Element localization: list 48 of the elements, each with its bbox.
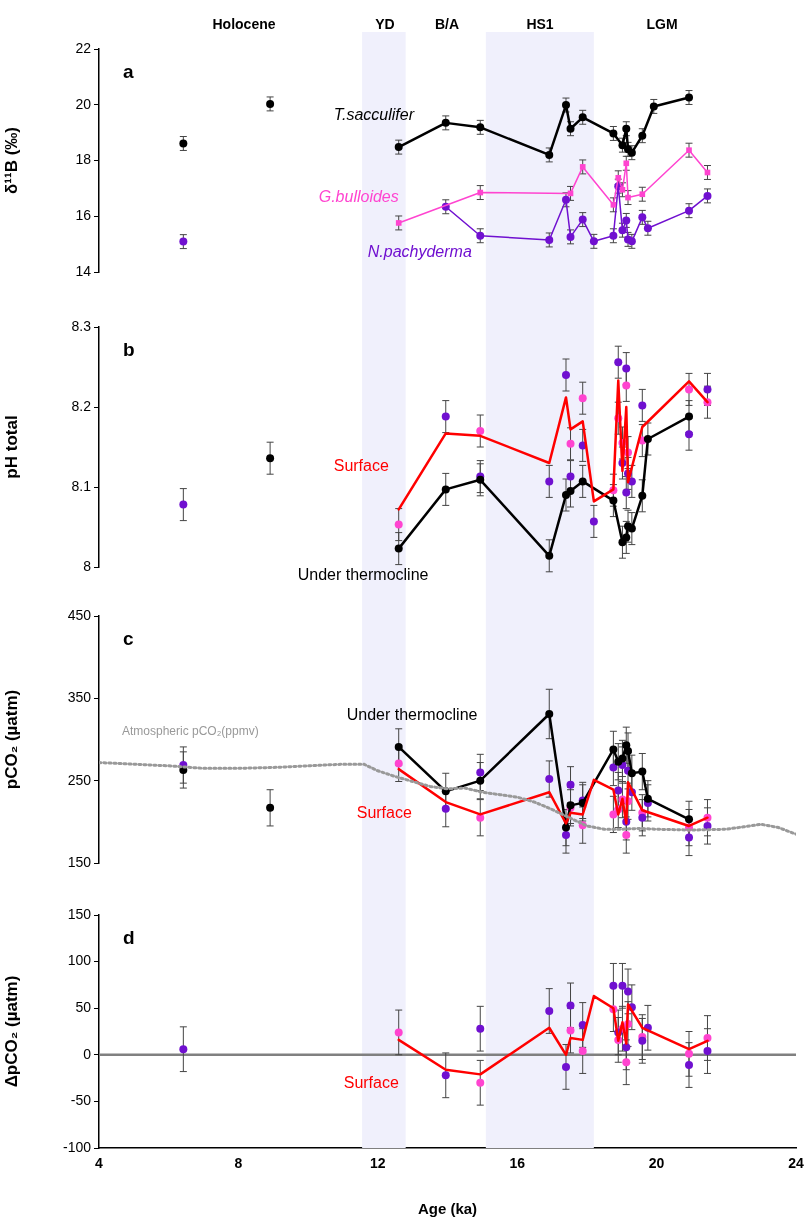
y-tick-label: 0: [83, 1045, 92, 1062]
y-tick-label: 20: [75, 95, 92, 112]
x-tick-label: 20: [648, 1155, 665, 1172]
y-tick-label: 16: [75, 207, 92, 224]
text: YD: [375, 15, 395, 32]
y-tick-label: -50: [70, 1092, 92, 1109]
y-axis-title: pCO₂ (µatm): [1, 689, 21, 790]
series-label: Surface: [333, 456, 389, 474]
y-tick-label: 14: [75, 262, 92, 279]
y-tick-label: -100: [62, 1138, 92, 1155]
series-label: Surface: [343, 1074, 399, 1092]
x-tick-label: 8: [234, 1155, 243, 1172]
y-tick-label: 250: [67, 771, 92, 788]
y-axis-title: ΔpCO₂ (µatm): [1, 975, 21, 1088]
y-tick-label: 150: [67, 905, 92, 922]
y-tick-label: 22: [75, 39, 92, 56]
y-tick-label: 350: [67, 689, 92, 706]
series-label: Under thermocline: [346, 706, 478, 724]
series-label: G.bulloides: [318, 188, 399, 206]
x-axis-title: Age (ka): [417, 1200, 478, 1218]
series-label: Under thermocline: [297, 566, 429, 584]
text: c: [123, 628, 134, 650]
x-tick-label: 4: [95, 1155, 104, 1172]
series-label: T.sacculifer: [333, 105, 415, 123]
x-tick-label: 16: [509, 1155, 526, 1172]
y-tick-label: 18: [75, 151, 92, 168]
y-tick-label: 150: [67, 853, 92, 870]
y-tick-label: 8.2: [71, 397, 92, 414]
x-tick-label: 12: [370, 1155, 386, 1172]
y-tick-label: 8.3: [71, 317, 92, 334]
text: HS1: [526, 15, 554, 32]
series-label: Surface: [356, 803, 412, 821]
text: a: [123, 61, 134, 83]
x-tick-label: 24: [788, 1155, 804, 1172]
y-tick-label: 8.1: [71, 477, 92, 494]
text: d: [123, 927, 135, 949]
text: LGM: [646, 15, 678, 32]
text: Holocene: [212, 15, 276, 32]
series-label: N.pachyderma: [367, 243, 472, 261]
text: b: [123, 339, 135, 361]
y-axis-title: pH total: [1, 415, 21, 479]
y-tick-label: 450: [67, 606, 92, 623]
y-tick-label: 8: [83, 557, 92, 574]
text: B/A: [434, 15, 460, 32]
text: Atmospheric pCO₂(ppmv): [122, 723, 259, 738]
y-tick-label: 50: [75, 999, 92, 1016]
y-axis-title: δ¹¹B (‰): [1, 127, 21, 194]
y-tick-label: 100: [67, 952, 92, 969]
